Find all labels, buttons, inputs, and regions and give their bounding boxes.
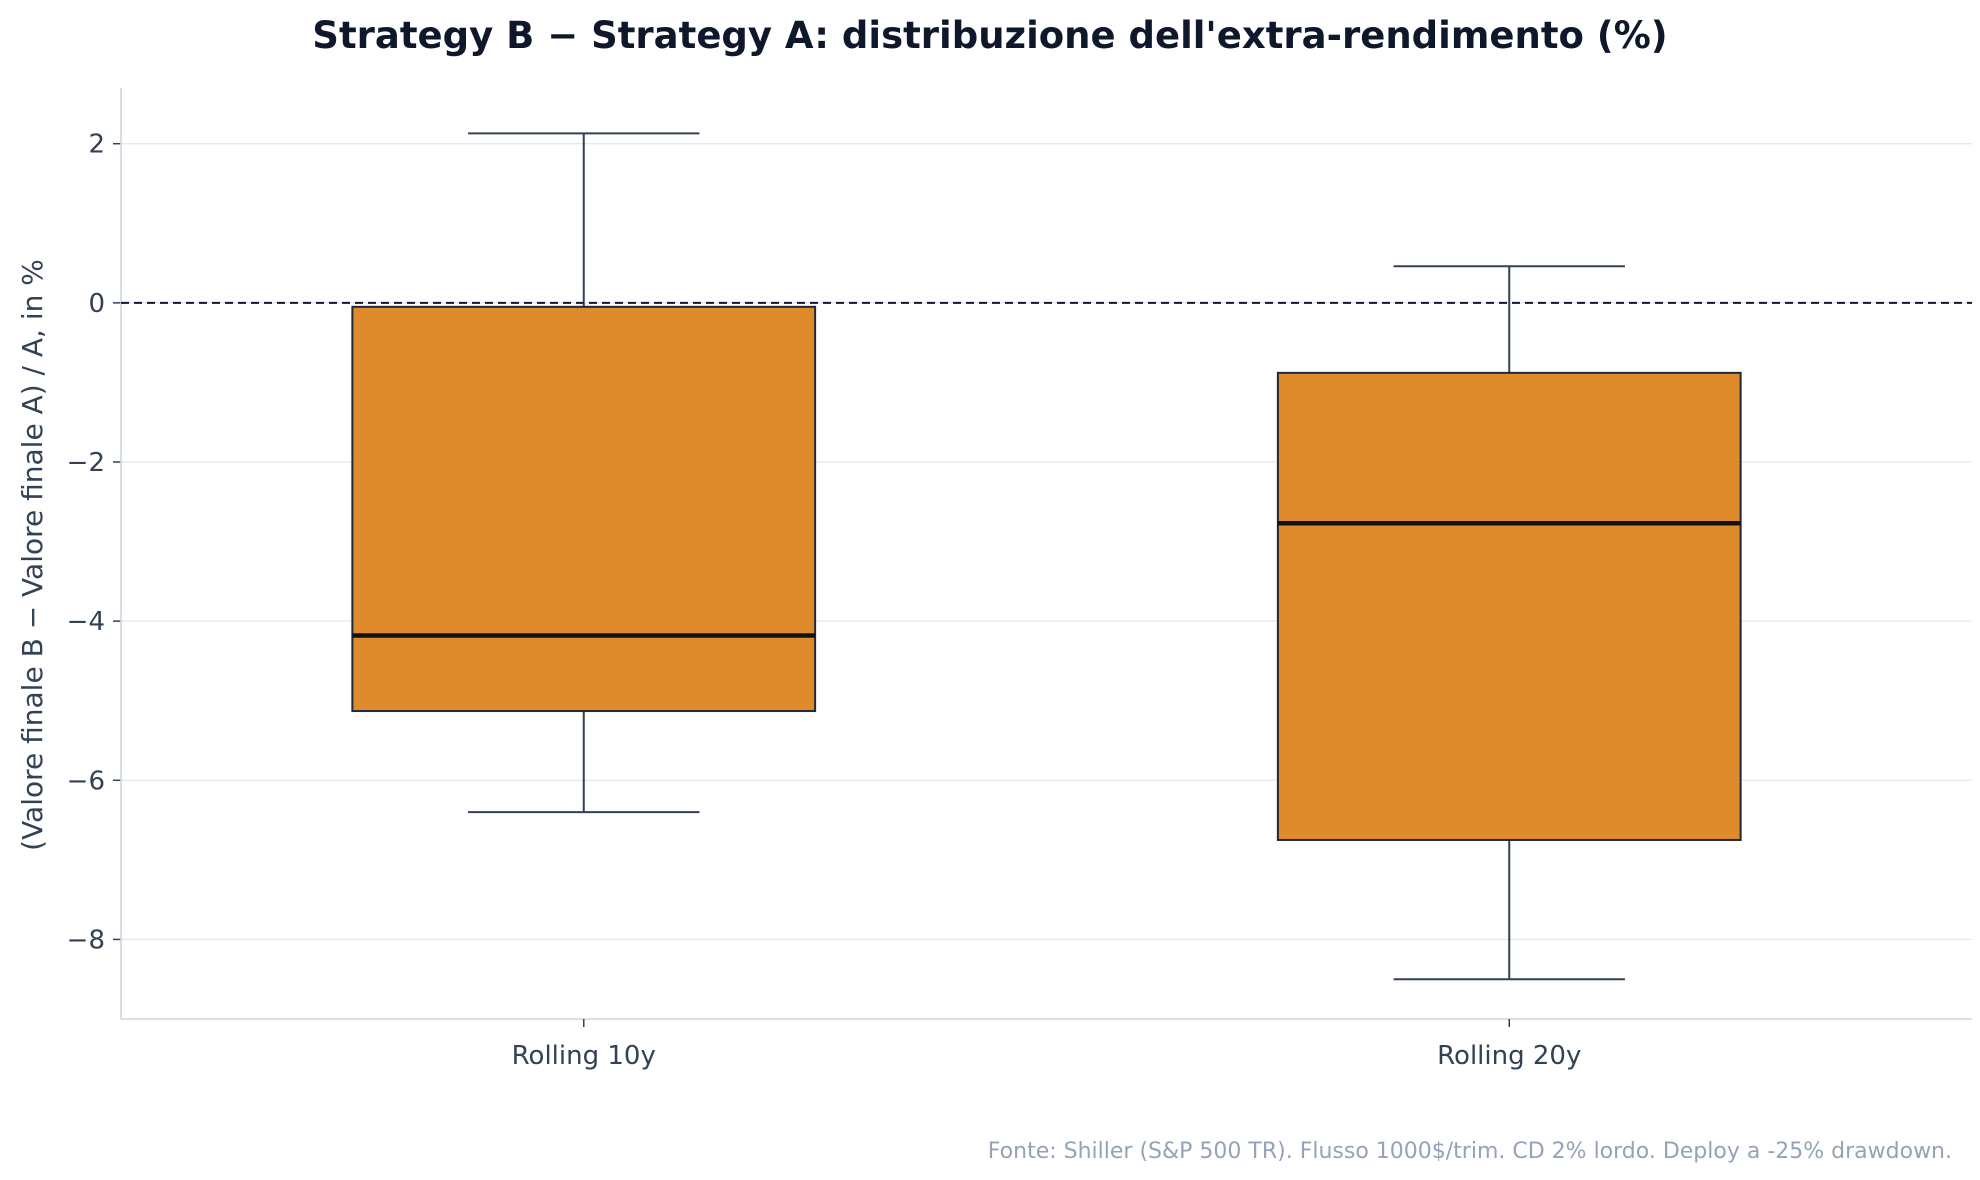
box-group — [1276, 265, 1742, 981]
y-tick-label: −4 — [67, 607, 105, 637]
x-tick-label: Rolling 10y — [512, 1041, 656, 1071]
axes-group: 2 0 −2 −4 −6 −8 Rolling 10y Rolling 20y — [67, 88, 1972, 1071]
y-tick-label: −2 — [67, 448, 105, 478]
box-group — [351, 132, 817, 814]
source-note: Fonte: Shiller (S&P 500 TR). Flusso 1000… — [988, 1139, 1952, 1164]
y-tick-label: 0 — [88, 289, 105, 319]
y-tick-label: 2 — [88, 130, 105, 160]
y-tick-label: −6 — [67, 766, 105, 796]
boxes-group — [351, 132, 1742, 981]
iqr-box — [351, 305, 817, 713]
iqr-box — [1276, 371, 1742, 841]
x-tick-label: Rolling 20y — [1437, 1041, 1581, 1071]
chart-title: Strategy B − Strategy A: distribuzione d… — [312, 14, 1667, 57]
y-tick-label: −8 — [67, 925, 105, 955]
y-axis-label: (Valore finale B − Valore finale A) / A,… — [16, 259, 49, 851]
